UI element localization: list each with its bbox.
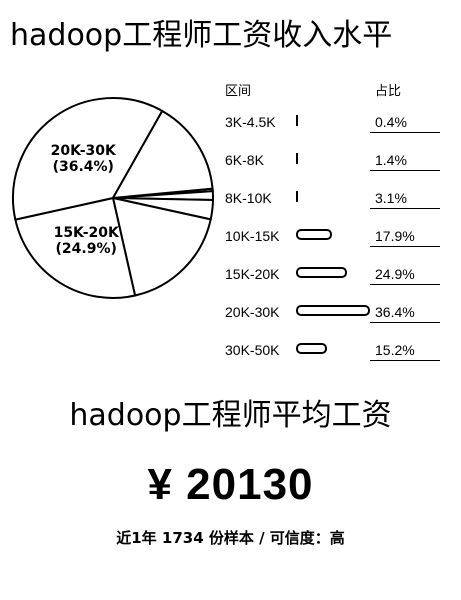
percent-bar	[296, 115, 298, 126]
sample-note: 近1年 1734 份样本 / 可信度：高	[116, 529, 345, 547]
salary-amount: 20130	[186, 460, 314, 509]
row-divider	[370, 322, 440, 323]
chart-title: hadoop工程师工资收入水平	[10, 18, 393, 53]
table-row: 3K-4.5K 0.4%	[0, 110, 461, 134]
range-label: 30K-50K	[225, 342, 280, 358]
row-divider	[370, 170, 440, 171]
percent-bar	[296, 229, 332, 240]
range-label: 8K-10K	[225, 190, 272, 206]
pie-slice	[12, 97, 164, 221]
range-label: 6K-8K	[225, 152, 264, 168]
pie-slice-label: 15K-20K (24.9%)	[54, 225, 120, 257]
row-divider	[370, 284, 440, 285]
row-divider	[370, 360, 440, 361]
percent-bar	[296, 305, 370, 316]
range-label: 20K-30K	[225, 304, 280, 320]
percent-bar	[296, 343, 327, 354]
row-divider	[370, 246, 440, 247]
pie-slice	[111, 109, 214, 200]
table-header-range: 区间	[225, 83, 252, 98]
range-label: 15K-20K	[225, 266, 280, 282]
table-row: 8K-10K 3.1%	[0, 186, 461, 210]
percent-value: 1.4%	[375, 152, 407, 168]
percent-bar	[296, 267, 347, 278]
table-row: 15K-20K 24.9%	[0, 262, 461, 286]
percent-value: 17.9%	[375, 228, 415, 244]
pie-slice	[14, 196, 137, 299]
average-salary-title: hadoop工程师平均工资	[69, 398, 392, 433]
range-label: 10K-15K	[225, 228, 280, 244]
percent-value: 0.4%	[375, 114, 407, 130]
range-label: 3K-4.5K	[225, 114, 276, 130]
percent-bar	[296, 153, 299, 164]
table-header-percent: 占比	[375, 83, 402, 98]
currency-symbol: ¥	[147, 460, 173, 509]
percent-value: 15.2%	[375, 342, 415, 358]
table-row: 20K-30K 36.4%	[0, 300, 461, 324]
percent-value: 36.4%	[375, 304, 415, 320]
salary-pie-chart: 15K-20K (24.9%) 20K-30K (36.4%)	[12, 97, 215, 299]
row-divider	[370, 132, 440, 133]
table-row: 30K-50K 15.2%	[0, 338, 461, 362]
percent-value: 3.1%	[375, 190, 407, 206]
pie-slice	[111, 196, 212, 297]
pie-slice-label: 20K-30K (36.4%)	[51, 143, 117, 175]
average-salary-value: ¥ 20130	[0, 460, 461, 510]
table-row: 10K-15K 17.9%	[0, 224, 461, 248]
percent-value: 24.9%	[375, 266, 415, 282]
table-row: 6K-8K 1.4%	[0, 148, 461, 172]
row-divider	[370, 208, 440, 209]
percent-bar	[296, 191, 302, 202]
